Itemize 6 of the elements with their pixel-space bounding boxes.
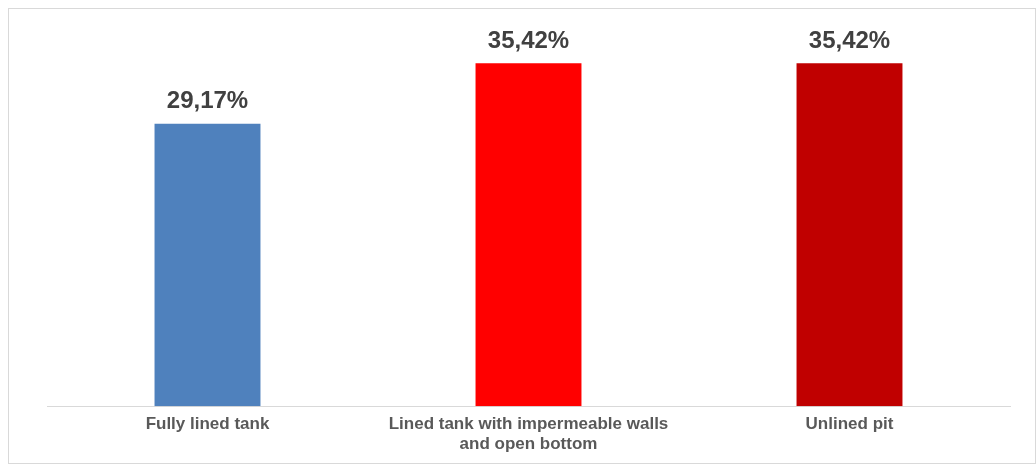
x-tick-label: Lined tank with impermeable walls and open bottom [388, 414, 669, 454]
data-label: 29,17% [166, 86, 249, 114]
x-tick-label: Unlined pit [805, 414, 894, 434]
data-label: 35,42% [487, 25, 570, 53]
data-label: 35,42% [808, 25, 891, 53]
x-tick-label: Fully lined tank [145, 414, 270, 434]
